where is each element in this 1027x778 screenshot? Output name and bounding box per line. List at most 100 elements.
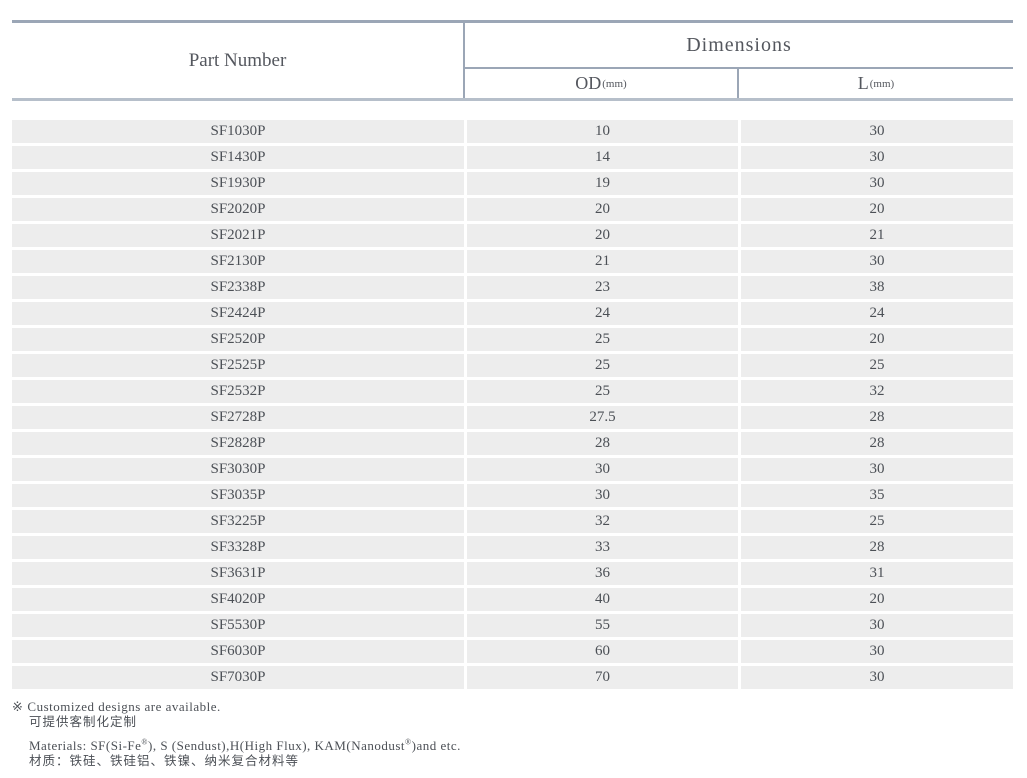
part-number-cell: SF2021P	[12, 224, 464, 247]
part-number-cell: SF3030P	[12, 458, 464, 481]
l-cell: 28	[741, 432, 1013, 455]
table-row: SF3225P 32 25	[12, 510, 1013, 533]
l-cell: 30	[741, 120, 1013, 143]
part-number-cell: SF1930P	[12, 172, 464, 195]
od-cell: 27.5	[467, 406, 738, 429]
l-cell: 30	[741, 640, 1013, 663]
od-cell: 24	[467, 302, 738, 325]
l-cell: 30	[741, 458, 1013, 481]
table-row: SF2728P 27.5 28	[12, 406, 1013, 429]
od-cell: 20	[467, 198, 738, 221]
od-cell: 21	[467, 250, 738, 273]
part-number-cell: SF3631P	[12, 562, 464, 585]
part-number-cell: SF2020P	[12, 198, 464, 221]
part-number-cell: SF2130P	[12, 250, 464, 273]
table-row: SF3030P 30 30	[12, 458, 1013, 481]
od-cell: 25	[467, 328, 738, 351]
od-cell: 19	[467, 172, 738, 195]
col-header-od: OD (mm)	[465, 69, 739, 98]
dimensions-subheader: OD (mm) L (mm)	[465, 69, 1013, 98]
od-cell: 30	[467, 458, 738, 481]
od-cell: 25	[467, 380, 738, 403]
od-cell: 36	[467, 562, 738, 585]
od-cell: 14	[467, 146, 738, 169]
reference-mark: ※	[12, 699, 24, 714]
l-cell: 20	[741, 328, 1013, 351]
part-number-cell: SF2520P	[12, 328, 464, 351]
col-header-dimensions-group: Dimensions OD (mm) L (mm)	[465, 23, 1013, 98]
l-cell: 30	[741, 250, 1013, 273]
col-header-part-number: Part Number	[12, 23, 465, 98]
footnote-customized-zh: 可提供客制化定制	[29, 714, 138, 729]
l-cell: 30	[741, 172, 1013, 195]
table-row: SF2338P 23 38	[12, 276, 1013, 299]
registered-mark-1: ®	[141, 737, 148, 747]
od-cell: 23	[467, 276, 738, 299]
part-number-cell: SF4020P	[12, 588, 464, 611]
table-header: Part Number Dimensions OD (mm) L (mm)	[12, 20, 1013, 101]
od-cell: 20	[467, 224, 738, 247]
table-row: SF1430P 14 30	[12, 146, 1013, 169]
dimensions-label: Dimensions	[686, 33, 792, 56]
od-cell: 30	[467, 484, 738, 507]
table-row: SF2020P 20 20	[12, 198, 1013, 221]
table-row: SF2130P 21 30	[12, 250, 1013, 273]
od-cell: 55	[467, 614, 738, 637]
col-header-l: L (mm)	[739, 69, 1013, 98]
table-row: SF2525P 25 25	[12, 354, 1013, 377]
table-row: SF3035P 30 35	[12, 484, 1013, 507]
table-row: SF5530P 55 30	[12, 614, 1013, 637]
table-row: SF2520P 25 20	[12, 328, 1013, 351]
dimensions-table: Part Number Dimensions OD (mm) L (mm) SF10…	[12, 20, 1013, 692]
l-cell: 31	[741, 562, 1013, 585]
table-body: SF1030P 10 30 SF1430P 14 30 SF1930P 19 30 SF2020P…	[12, 120, 1013, 689]
table-row: SF6030P 60 30	[12, 640, 1013, 663]
l-cell: 20	[741, 588, 1013, 611]
table-row: SF4020P 40 20	[12, 588, 1013, 611]
l-label: L	[857, 73, 869, 93]
table-row: SF1930P 19 30	[12, 172, 1013, 195]
l-cell: 20	[741, 198, 1013, 221]
od-cell: 32	[467, 510, 738, 533]
od-cell: 10	[467, 120, 738, 143]
table-row: SF7030P 70 30	[12, 666, 1013, 689]
part-number-cell: SF3225P	[12, 510, 464, 533]
part-number-cell: SF2728P	[12, 406, 464, 429]
l-cell: 25	[741, 510, 1013, 533]
part-number-cell: SF1030P	[12, 120, 464, 143]
l-cell: 25	[741, 354, 1013, 377]
part-number-cell: SF6030P	[12, 640, 464, 663]
table-row: SF1030P 10 30	[12, 120, 1013, 143]
part-number-cell: SF2424P	[12, 302, 464, 325]
footnotes: ※ Customized designs are available. 可提供客制…	[12, 699, 461, 768]
l-cell: 28	[741, 406, 1013, 429]
od-cell: 28	[467, 432, 738, 455]
registered-mark-2: ®	[405, 737, 412, 747]
part-number-cell: SF3328P	[12, 536, 464, 559]
l-cell: 24	[741, 302, 1013, 325]
footnote-materials-zh: 材质：铁硅、铁硅铝、铁镍、纳米复合材料等	[29, 753, 300, 768]
l-cell: 28	[741, 536, 1013, 559]
materials-text-1: Materials: SF(Si-Fe	[29, 738, 142, 753]
part-number-cell: SF1430P	[12, 146, 464, 169]
col-header-dimensions: Dimensions	[465, 23, 1013, 69]
footnote-customized-en-text: Customized designs are available.	[27, 699, 221, 714]
table-row: SF3631P 36 31	[12, 562, 1013, 585]
part-number-cell: SF2525P	[12, 354, 464, 377]
l-cell: 30	[741, 146, 1013, 169]
od-cell: 40	[467, 588, 738, 611]
table-row: SF2828P 28 28	[12, 432, 1013, 455]
table-row: SF3328P 33 28	[12, 536, 1013, 559]
l-cell: 32	[741, 380, 1013, 403]
l-cell: 35	[741, 484, 1013, 507]
od-cell: 25	[467, 354, 738, 377]
part-number-cell: SF2828P	[12, 432, 464, 455]
part-number-cell: SF3035P	[12, 484, 464, 507]
table-row: SF2532P 25 32	[12, 380, 1013, 403]
od-cell: 60	[467, 640, 738, 663]
od-cell: 33	[467, 536, 738, 559]
part-number-cell: SF2338P	[12, 276, 464, 299]
table-row: SF2424P 24 24	[12, 302, 1013, 325]
l-cell: 38	[741, 276, 1013, 299]
od-label: OD	[575, 73, 602, 93]
